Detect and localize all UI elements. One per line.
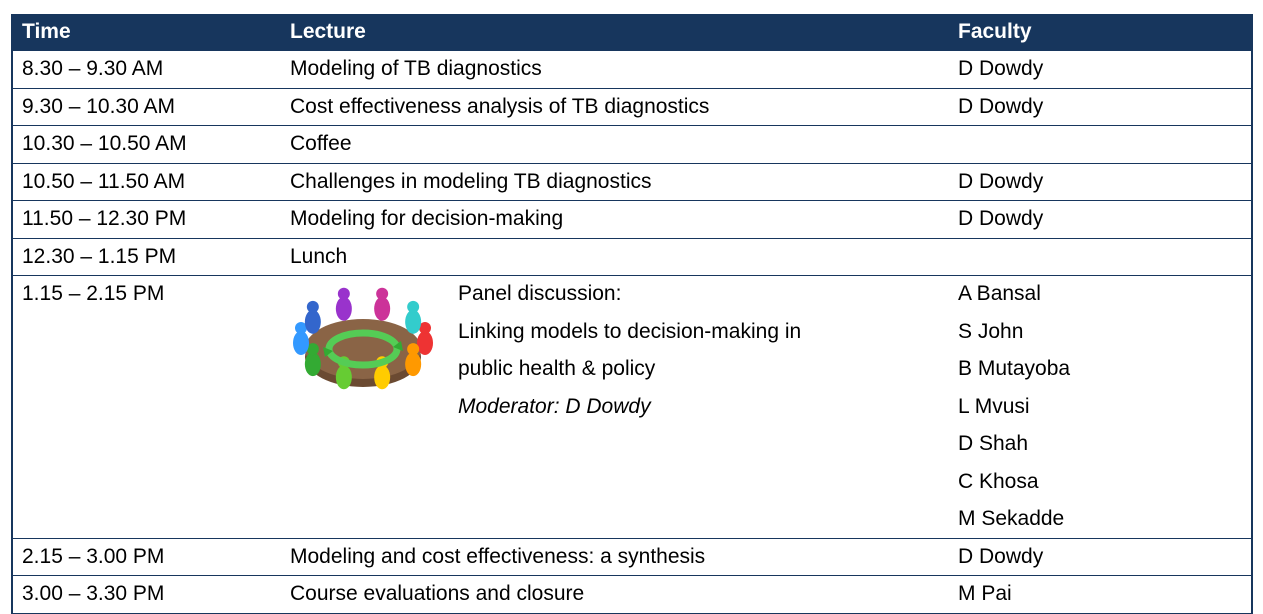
time-cell: 2.15 – 3.00 PM <box>22 544 165 568</box>
lecture-line: Linking models to decision-making in <box>458 319 802 343</box>
time-cell: 3.00 – 3.30 PM <box>22 582 165 605</box>
header-time: Time <box>22 20 71 43</box>
row-border <box>11 612 1253 614</box>
header-faculty: Faculty <box>958 20 1032 43</box>
faculty-cell: D Dowdy <box>958 94 1044 118</box>
row-border <box>11 87 1253 89</box>
table-edge <box>11 14 13 613</box>
lecture-cell: Cost effectiveness analysis of TB diagno… <box>290 94 710 118</box>
faculty-cell: M Pai <box>958 582 1012 605</box>
time-cell: 10.30 – 10.50 AM <box>22 132 187 155</box>
header-lecture: Lecture <box>290 20 366 43</box>
faculty-cell: D Dowdy <box>958 169 1044 193</box>
time-cell: 11.50 – 12.30 PM <box>22 207 187 230</box>
row-border <box>11 50 1253 51</box>
table-edge <box>1251 14 1253 613</box>
row-border <box>11 125 1253 126</box>
faculty-name: A Bansal <box>958 282 1041 305</box>
panel-icon-svg <box>293 287 433 390</box>
row-border <box>11 200 1253 201</box>
lecture-cell: Coffee <box>290 132 352 155</box>
faculty-cell: D Dowdy <box>958 544 1044 568</box>
faculty-cell: D Dowdy <box>958 207 1044 230</box>
row-border <box>11 162 1253 164</box>
column-border <box>280 50 281 613</box>
moderator: Moderator: D Dowdy <box>458 394 651 418</box>
faculty-name: C Khosa <box>958 469 1039 493</box>
faculty-cell: D Dowdy <box>958 57 1044 80</box>
panel-icon <box>288 285 438 405</box>
lecture-line: Panel discussion: <box>458 282 622 305</box>
column-border <box>948 50 949 613</box>
faculty-name: D Shah <box>958 432 1029 455</box>
lecture-cell: Lunch <box>290 244 348 268</box>
faculty-name: M Sekadde <box>958 507 1065 530</box>
time-cell: 1.15 – 2.15 PM <box>22 282 165 305</box>
lecture-cell: Modeling and cost effectiveness: a synth… <box>290 544 706 568</box>
lecture-line: public health & policy <box>458 357 656 380</box>
row-border <box>11 537 1253 539</box>
time-cell: 9.30 – 10.30 AM <box>22 94 175 118</box>
time-cell: 12.30 – 1.15 PM <box>22 244 177 268</box>
row-border <box>11 575 1253 576</box>
lecture-cell: Challenges in modeling TB diagnostics <box>290 169 652 193</box>
faculty-name: L Mvusi <box>958 394 1030 418</box>
time-cell: 8.30 – 9.30 AM <box>22 57 164 80</box>
lecture-cell: Course evaluations and closure <box>290 582 585 605</box>
faculty-name: S John <box>958 319 1024 343</box>
time-cell: 10.50 – 11.50 AM <box>22 169 186 193</box>
faculty-name: B Mutayoba <box>958 357 1071 380</box>
row-border <box>11 275 1253 276</box>
lecture-cell: Modeling for decision-making <box>290 207 564 230</box>
lecture-cell: Modeling of TB diagnostics <box>290 57 542 80</box>
row-border <box>11 237 1253 239</box>
header-bar <box>11 14 1253 50</box>
